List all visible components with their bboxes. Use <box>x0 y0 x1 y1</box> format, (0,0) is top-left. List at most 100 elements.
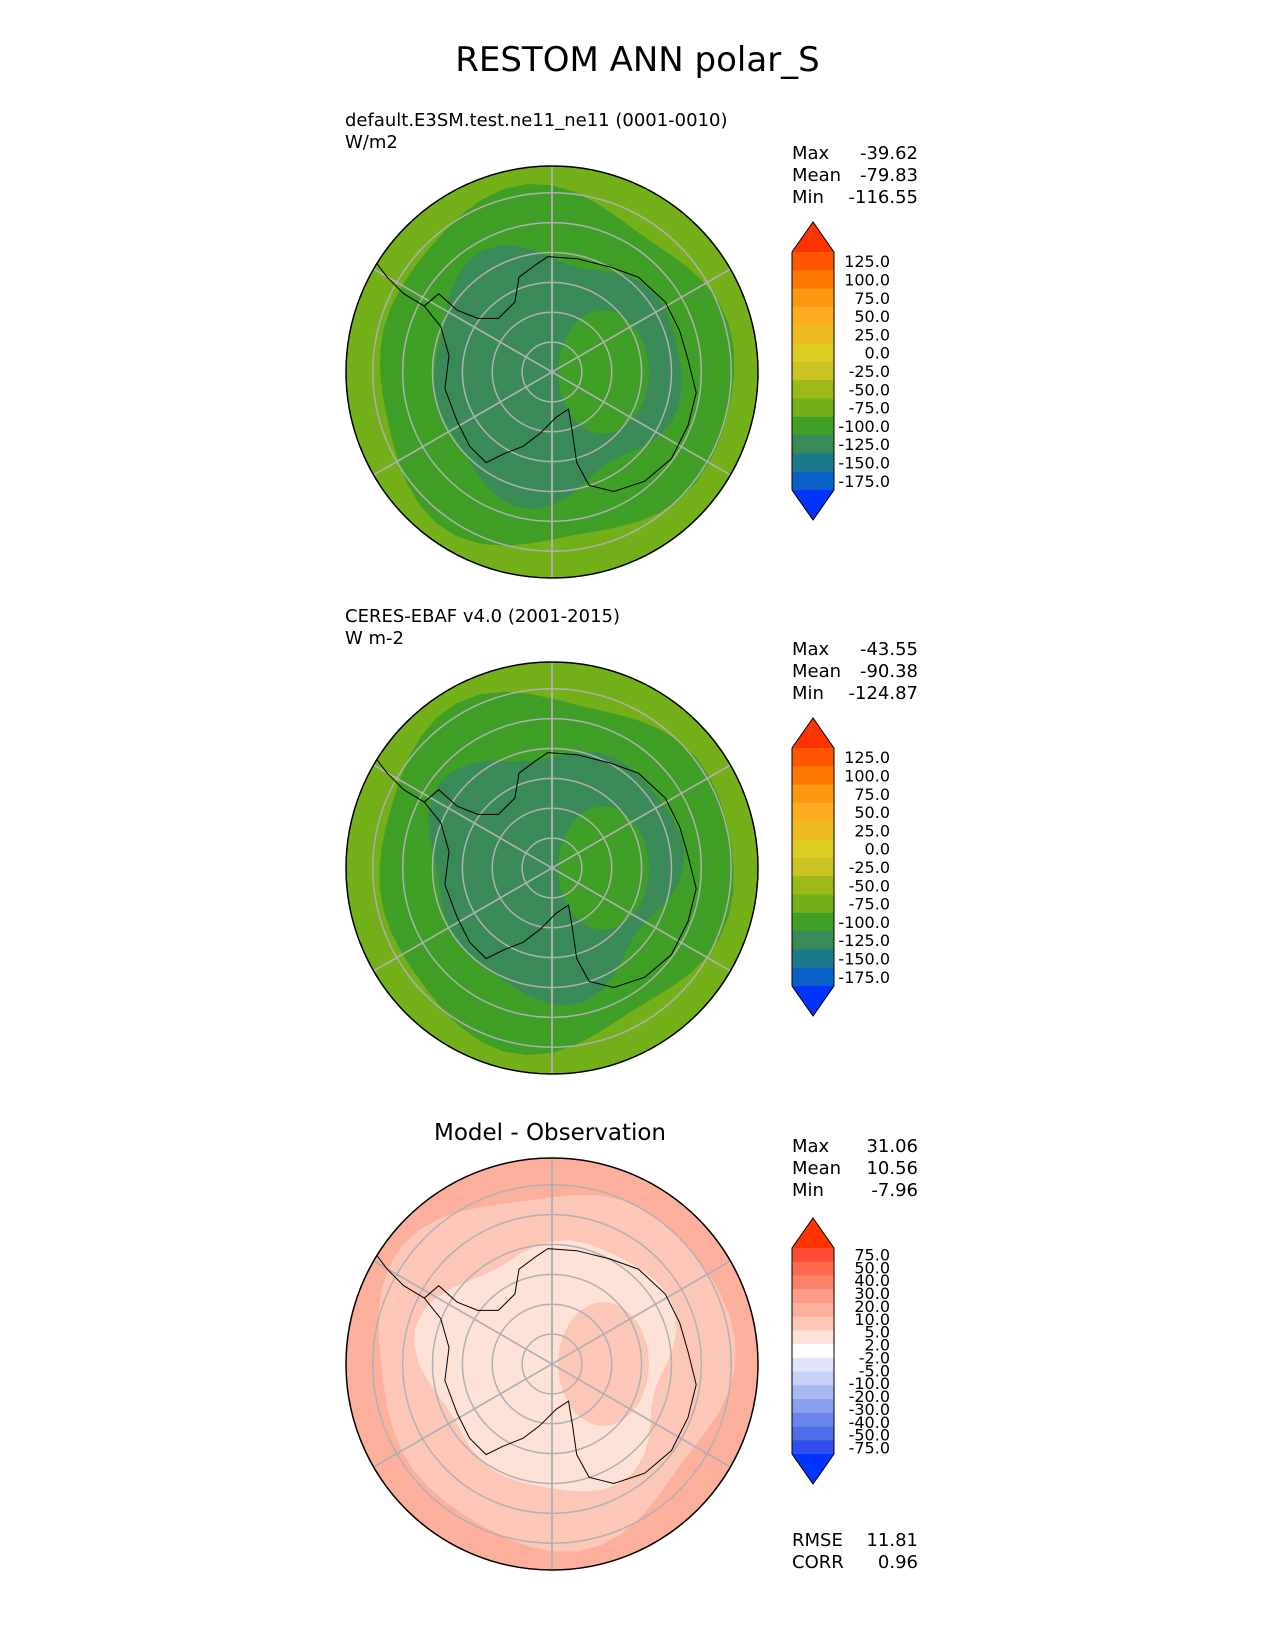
map-field-patch <box>558 806 649 930</box>
colorbar-tick-label: 25.0 <box>854 821 890 840</box>
colorbar-layer: 125.0100.075.050.025.00.0-25.0-50.0-75.0… <box>791 221 890 1485</box>
stat-row: Max -39.62 <box>792 143 918 164</box>
colorbar-swatch <box>792 748 834 767</box>
colorbar-tick-label: -175.0 <box>838 472 890 491</box>
colorbar-swatch <box>792 1248 834 1263</box>
colorbar-swatch <box>792 839 834 859</box>
colorbar-swatch <box>792 435 834 454</box>
difference-colorbar: 75.050.040.030.020.010.05.02.0-2.0-5.0-1… <box>791 1217 890 1485</box>
colorbar-swatch <box>792 1426 834 1441</box>
colorbar-swatch <box>792 766 834 786</box>
difference-polar-map <box>345 1157 759 1571</box>
colorbar-extend-min <box>792 986 834 1016</box>
colorbar-swatch <box>792 802 834 822</box>
colorbar-extend-min <box>792 490 834 520</box>
stat-row: Mean -79.83 <box>792 165 918 186</box>
stat-row: Min -7.96 <box>792 1180 918 1201</box>
reference-panel-stats: Max -43.55 Mean -90.38 Min -124.87 <box>792 639 918 705</box>
reference-colorbar: 125.0100.075.050.025.00.0-25.0-50.0-75.0… <box>791 717 890 1017</box>
map-border <box>345 661 759 1075</box>
stat-row: Max -43.55 <box>792 639 918 660</box>
colorbar-swatch <box>792 380 834 399</box>
colorbar-swatch <box>792 912 834 932</box>
stat-row: Mean -90.38 <box>792 661 918 682</box>
difference-panel-title: Model - Observation <box>433 1120 667 1146</box>
colorbar-tick-label: -30.0 <box>849 1400 890 1419</box>
colorbar-tick-label: 20.0 <box>854 1297 890 1316</box>
test-panel-label: default.E3SM.test.ne11_ne11 (0001-0010) … <box>345 110 728 154</box>
colorbar-swatch <box>792 857 834 877</box>
peninsula-coastline <box>374 260 425 307</box>
antarctica-coastline <box>423 256 697 493</box>
colorbar-swatch <box>792 306 834 326</box>
colorbar-tick-label: -25.0 <box>849 362 890 381</box>
reference-polar-map <box>345 661 759 1075</box>
map-border <box>345 165 759 579</box>
colorbar-swatch <box>792 1289 834 1304</box>
reference-panel-units: W m-2 <box>345 628 405 649</box>
map-border <box>345 1157 759 1571</box>
colorbar-swatch <box>792 398 834 418</box>
colorbar-swatch <box>792 1440 834 1455</box>
peninsula-coastline <box>374 756 425 803</box>
metric-row: CORR 0.96 <box>792 1552 918 1573</box>
colorbar-tick-label: -150.0 <box>838 950 890 969</box>
colorbar-swatch <box>792 931 834 950</box>
reference-panel-label: CERES-EBAF v4.0 (2001-2015) W m-2 <box>345 606 620 650</box>
graticule <box>372 1158 732 1570</box>
colorbar-swatch <box>792 1399 834 1414</box>
colorbar-tick-label: 10.0 <box>854 1310 890 1329</box>
test-colorbar: 125.0100.075.050.025.00.0-25.0-50.0-75.0… <box>791 221 890 521</box>
colorbar-swatch <box>792 1371 834 1386</box>
stat-row: Min -124.87 <box>792 683 918 704</box>
colorbar-tick-label: -100.0 <box>838 417 890 436</box>
colorbar-swatch <box>792 876 834 895</box>
colorbar-tick-label: -75.0 <box>849 1439 890 1458</box>
difference-panel-stats: Max 31.06 Mean 10.56 Min -7.96 <box>792 1136 918 1202</box>
colorbar-tick-label: 2.0 <box>865 1336 890 1355</box>
colorbar-swatch <box>792 784 834 804</box>
colorbar-swatch <box>792 288 834 308</box>
colorbar-tick-label: 75.0 <box>854 289 890 308</box>
colorbar-tick-label: 0.0 <box>865 344 890 363</box>
colorbar-swatch <box>792 1275 834 1290</box>
colorbar-tick-label: -10.0 <box>849 1374 890 1393</box>
colorbar-swatch <box>792 270 834 290</box>
metric-row: RMSE 11.81 <box>792 1530 918 1551</box>
colorbar-tick-label: 100.0 <box>844 766 890 785</box>
colorbar-tick-label: -125.0 <box>838 435 890 454</box>
colorbar-tick-label: -50.0 <box>849 1426 890 1445</box>
stat-row: Max 31.06 <box>792 1136 918 1157</box>
colorbar-tick-label: 75.0 <box>854 1245 890 1264</box>
colorbar-swatch <box>792 1330 834 1345</box>
colorbar-swatch <box>792 821 834 841</box>
reference-panel-case-name: CERES-EBAF v4.0 (2001-2015) <box>345 606 621 627</box>
colorbar-tick-label: 100.0 <box>844 270 890 289</box>
colorbar-swatch <box>792 252 834 271</box>
colorbar-swatch <box>792 343 834 363</box>
colorbar-tick-label: -125.0 <box>838 931 890 950</box>
test-panel-case-name: default.E3SM.test.ne11_ne11 (0001-0010) <box>345 110 728 131</box>
stat-row: Min -116.55 <box>792 187 918 208</box>
colorbar-tick-label: -50.0 <box>849 876 890 895</box>
colorbar-swatch <box>792 894 834 914</box>
graticule <box>372 662 732 1074</box>
figure-title: RESTOM ANN polar_S <box>455 40 820 80</box>
colorbar-tick-label: 125.0 <box>844 748 890 767</box>
colorbar-tick-label: 75.0 <box>854 785 890 804</box>
stat-row: Mean 10.56 <box>792 1158 918 1179</box>
colorbar-extend-max <box>792 1218 834 1248</box>
colorbar-tick-label: -75.0 <box>849 399 890 418</box>
map-field-inner <box>434 245 682 510</box>
colorbar-outline <box>791 717 835 1017</box>
colorbar-tick-label: 25.0 <box>854 325 890 344</box>
colorbar-swatch <box>792 471 834 491</box>
colorbar-tick-label: -40.0 <box>849 1413 890 1432</box>
colorbar-tick-label: 30.0 <box>854 1284 890 1303</box>
colorbar-tick-label: -2.0 <box>859 1348 890 1367</box>
colorbar-swatch <box>792 1302 834 1318</box>
colorbar-swatch <box>792 949 834 969</box>
peninsula-coastline <box>374 1252 425 1299</box>
test-panel-units: W/m2 <box>345 132 398 153</box>
colorbar-tick-label: 125.0 <box>844 252 890 271</box>
